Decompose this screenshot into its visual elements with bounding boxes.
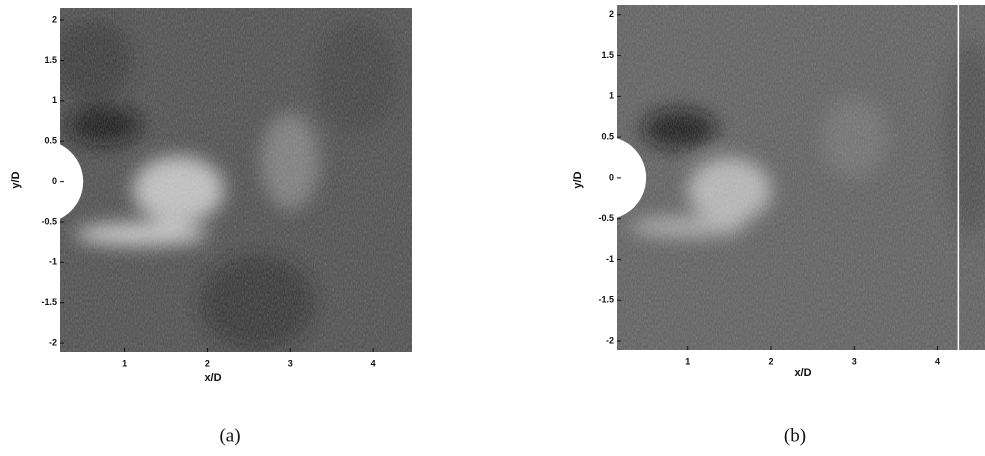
x-tick-label: 1	[122, 358, 127, 368]
x-tick-label: 2	[205, 358, 210, 368]
y-tick-label: 0	[52, 176, 57, 186]
x-tick-label: 4	[935, 356, 940, 366]
y-tick-label: -2	[49, 337, 57, 347]
plot-panel: 2 1.5 1 0.5 0 -0.5 -1 -1.5 -2 1 2 3 4 x/D y/D (a)	[0, 8, 412, 446]
field-texture	[617, 5, 985, 350]
y-tick-label: 2	[52, 14, 57, 24]
x-axis-label: x/D	[794, 367, 811, 379]
y-tick-label: 1.5	[44, 55, 57, 65]
y-tick-label: 2	[609, 9, 614, 19]
figure: 2 1.5 1 0.5 0 -0.5 -1 -1.5 -2 1 2 3 4 x/D y/D (a) 2 1.5 1 0…	[0, 0, 985, 456]
y-tick-label: -2	[606, 335, 614, 345]
y-tick-label: -0.5	[598, 213, 614, 223]
x-tick-label: 2	[769, 356, 774, 366]
contour-field	[0, 8, 412, 352]
y-tick-label: 0.5	[44, 136, 57, 146]
y-tick-label: 0.5	[601, 132, 614, 142]
x-tick-label: 4	[371, 358, 376, 368]
y-tick-label: -1	[606, 254, 614, 264]
contour-field	[563, 5, 985, 350]
y-tick-label: 1	[609, 91, 614, 101]
y-tick-label: 1.5	[601, 50, 614, 60]
y-tick-label: 1	[52, 95, 57, 105]
x-tick-label: 3	[288, 358, 293, 368]
y-axis-label: y/D	[10, 171, 22, 188]
y-tick-label: -1	[49, 257, 57, 267]
x-tick-label: 1	[685, 356, 690, 366]
panel-caption: (b)	[784, 425, 806, 446]
y-tick-label: -0.5	[41, 216, 57, 226]
y-tick-label: -1.5	[598, 295, 614, 305]
plot-panel: 2 1.5 1 0.5 0 -0.5 -1 -1.5 -2 1 2 3 4 x/D y/D (b)	[563, 5, 985, 446]
x-tick-label: 3	[852, 356, 857, 366]
x-axis-label: x/D	[204, 372, 221, 384]
y-tick-label: 0	[609, 172, 614, 182]
y-tick-label: -1.5	[41, 297, 57, 307]
field-texture	[60, 8, 412, 352]
panel-caption: (a)	[219, 425, 240, 446]
y-axis-label: y/D	[572, 171, 584, 188]
